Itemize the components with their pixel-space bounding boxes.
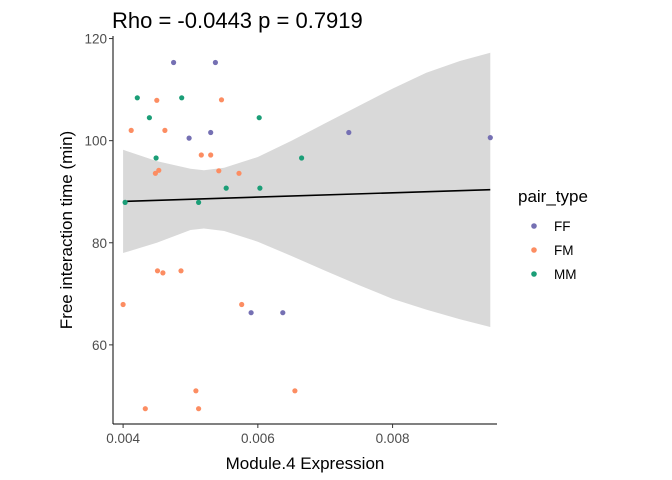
confidence-band-layer xyxy=(123,52,491,328)
y-axis-title: Free interaction time (min) xyxy=(57,131,76,329)
point-fm xyxy=(208,152,214,158)
legend-entries: FF FM MM xyxy=(531,219,577,282)
point-fm xyxy=(154,97,160,103)
point-fm xyxy=(178,268,184,274)
axes-layer xyxy=(112,36,497,425)
point-fm xyxy=(128,127,134,133)
legend-title: pair_type xyxy=(518,187,588,206)
point-ff xyxy=(171,59,177,66)
legend-key-fm xyxy=(531,247,537,253)
legend-label-ff: FF xyxy=(554,219,571,234)
legend-label-mm: MM xyxy=(554,267,577,282)
legend-key-ff xyxy=(531,223,537,229)
point-fm xyxy=(198,152,204,158)
point-fm xyxy=(120,301,126,308)
y-tick-label: 80 xyxy=(92,236,107,251)
point-fm xyxy=(160,270,166,276)
point-fm xyxy=(154,268,161,274)
point-mm xyxy=(299,155,305,161)
point-fm xyxy=(236,170,242,176)
point-mm xyxy=(134,95,140,101)
point-fm xyxy=(162,127,168,133)
point-ff xyxy=(212,59,218,66)
point-fm xyxy=(292,388,298,394)
point-fm xyxy=(142,406,148,412)
confidence-band xyxy=(123,52,491,328)
point-mm xyxy=(153,155,159,161)
point-ff xyxy=(346,129,352,136)
points-layer xyxy=(120,59,493,412)
x-tick-label: 0.008 xyxy=(376,431,410,446)
chart-title: Rho = -0.0443 p = 0.7919 xyxy=(112,8,363,33)
y-tick-label: 60 xyxy=(92,338,107,353)
x-ticks: 0.004 0.006 0.008 xyxy=(106,424,409,446)
y-ticks: 60 80 100 120 xyxy=(84,32,113,353)
point-mm xyxy=(122,199,128,205)
y-tick-label: 100 xyxy=(84,134,107,149)
point-fm xyxy=(152,170,158,176)
point-mm xyxy=(256,115,262,121)
y-tick-label: 120 xyxy=(84,32,107,47)
point-mm xyxy=(257,185,263,191)
point-ff xyxy=(186,135,192,141)
point-ff xyxy=(487,135,493,141)
point-ff xyxy=(248,310,254,316)
x-tick-label: 0.004 xyxy=(106,431,140,446)
legend-label-fm: FM xyxy=(554,243,574,258)
point-fm xyxy=(196,406,202,412)
legend-key-mm xyxy=(531,271,537,277)
point-fm xyxy=(218,97,225,103)
point-fm xyxy=(156,167,162,173)
point-mm xyxy=(196,199,202,205)
regression-line-layer xyxy=(123,188,491,203)
point-ff xyxy=(208,129,214,136)
point-fm xyxy=(239,301,245,308)
legend: pair_type FF FM MM xyxy=(518,187,588,282)
point-fm xyxy=(216,168,222,174)
point-mm xyxy=(223,185,229,191)
regression-line xyxy=(123,188,491,203)
point-mm xyxy=(146,115,152,121)
x-axis-title: Module.4 Expression xyxy=(226,454,385,473)
x-tick-label: 0.006 xyxy=(241,431,275,446)
point-ff xyxy=(280,310,286,316)
point-mm xyxy=(179,95,185,101)
point-fm xyxy=(193,388,199,394)
